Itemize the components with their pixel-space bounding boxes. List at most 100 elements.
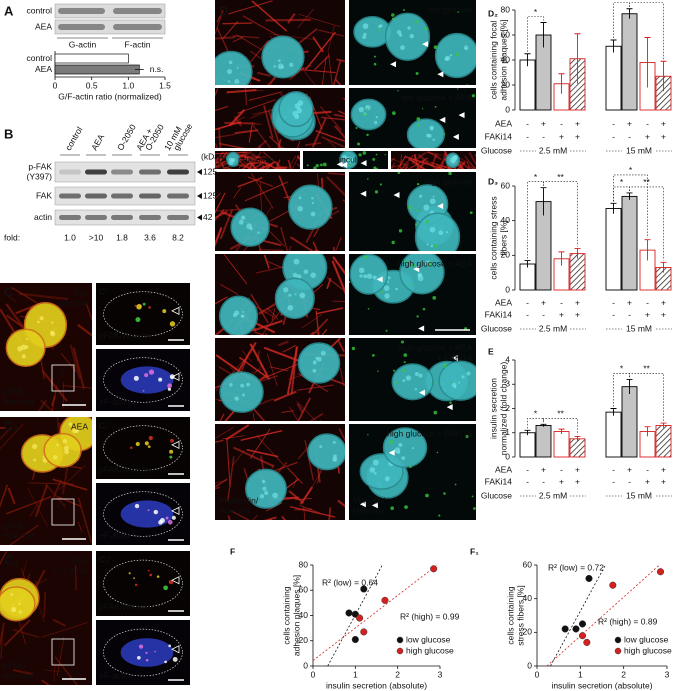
caption: low [75, 287, 89, 297]
actin-fiber [40, 399, 54, 411]
nucleus-spot [75, 427, 80, 432]
nucleus-spot [240, 383, 245, 388]
actin-fiber [27, 487, 49, 528]
nucleus-spot [458, 381, 461, 384]
actin-fiber [54, 656, 78, 685]
image-background [96, 551, 190, 616]
error-bar [644, 239, 651, 261]
actin-fiber [62, 384, 92, 389]
blot-band [139, 169, 161, 175]
actin-fiber [247, 151, 262, 169]
category-label: control [26, 53, 52, 63]
nucleus-spot [423, 204, 430, 211]
row-label: AEA [495, 464, 512, 474]
vinculin-spot [371, 353, 375, 357]
vinculin-spot [313, 166, 317, 169]
y-axis-label: cells containing [505, 586, 515, 644]
nucleus-spot [241, 315, 245, 318]
sign: + [575, 297, 580, 307]
vinculin-spot [438, 514, 441, 517]
y-axis-label: fibers [%] [498, 220, 508, 255]
spot [147, 445, 151, 449]
nucleus-spot [418, 261, 422, 265]
actin-fiber [297, 397, 311, 421]
panel-label: C₂ [4, 552, 19, 567]
actin-fiber [249, 158, 254, 169]
stain-label: Hoechst [3, 396, 35, 406]
spot [169, 449, 174, 454]
actin-fiber [434, 153, 446, 159]
actin-fiber [250, 153, 265, 162]
actin-fiber [333, 113, 345, 118]
micrograph [349, 88, 476, 148]
point [356, 614, 364, 622]
nucleus [218, 295, 259, 335]
sign: - [560, 297, 563, 307]
vinculin-spot [379, 183, 382, 186]
stain-label: Vinculin/ [353, 495, 386, 505]
actin-fiber [219, 142, 246, 148]
actin-fiber [77, 323, 92, 337]
vinculin-spot [416, 182, 420, 186]
y-tick-label: 20 [501, 250, 511, 260]
vinculin-spot [378, 28, 381, 32]
nucleus [438, 360, 476, 401]
error-bar [660, 261, 667, 273]
vinculin-spot [402, 369, 406, 373]
point [360, 628, 368, 636]
inset-box [51, 498, 75, 526]
caption: high glucose + FAKi14 [387, 428, 472, 438]
nucleus-spot [62, 439, 68, 444]
nucleus-spot [238, 219, 244, 225]
arrowhead [437, 203, 444, 210]
actin-fiber [305, 141, 322, 147]
nucleus-spot [396, 450, 401, 454]
legend-label: high glucose [624, 645, 672, 655]
actin-fiber [464, 155, 476, 169]
blot-band [111, 169, 133, 175]
bar [621, 195, 638, 291]
actin-fiber [77, 497, 92, 543]
y-tick-label: 0 [505, 451, 510, 461]
vinculin-spot [404, 259, 407, 263]
cell-outline [103, 357, 183, 403]
image-background [96, 417, 190, 479]
actin-fiber [327, 25, 335, 52]
actin-fiber [400, 154, 414, 169]
spot [169, 321, 176, 327]
row-label: control [26, 5, 52, 15]
actin-fiber [251, 0, 288, 32]
nucleus-spot [33, 458, 37, 462]
actin-fiber [255, 265, 287, 274]
nucleus-spot [418, 373, 423, 378]
nucleus-spot [298, 196, 302, 200]
arrowhead [171, 645, 180, 654]
micrograph [215, 0, 345, 85]
actin-fiber [399, 154, 403, 169]
significance-bracket [527, 417, 544, 429]
panel-label: C [4, 284, 14, 299]
micrograph [303, 151, 388, 169]
vinculin-spot [373, 55, 376, 58]
nucleus [399, 254, 445, 295]
actin-fiber [426, 151, 440, 156]
actin-fiber [52, 618, 66, 627]
bar [54, 53, 129, 64]
vinculin-spot [349, 159, 351, 161]
nucleus [43, 432, 82, 468]
nucleus-spot [419, 194, 423, 198]
arrowhead [336, 161, 343, 168]
actin-fiber [271, 309, 276, 321]
nucleus-spot [293, 258, 300, 265]
significance-label: * [534, 172, 538, 182]
actin-fiber [233, 446, 275, 468]
actin-fiber [337, 110, 345, 115]
nucleus-spot [21, 354, 26, 359]
significance-label: * [629, 165, 633, 175]
y-tick-label: 40 [523, 593, 533, 603]
sign: - [628, 309, 631, 319]
actin-fiber [240, 430, 283, 442]
vinculin-spot [393, 369, 396, 372]
spot [135, 442, 140, 447]
actin-fiber [51, 385, 58, 411]
